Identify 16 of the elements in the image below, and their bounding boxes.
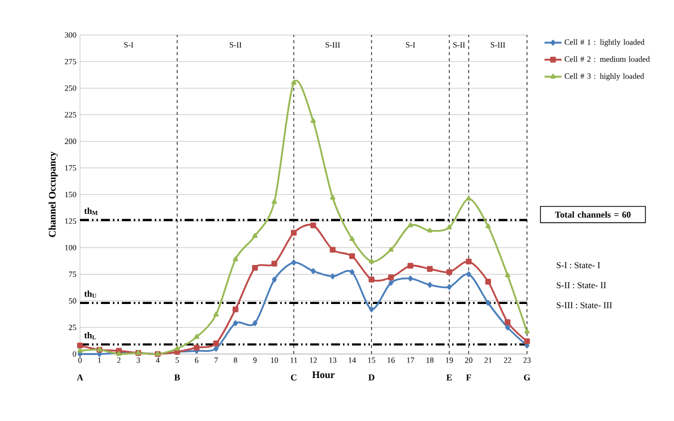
- text: G: [524, 374, 530, 380]
- annotation: A: [76, 374, 84, 380]
- annotation: D: [368, 374, 374, 380]
- text: S-III : State- III: [556, 302, 612, 308]
- annotation: C: [290, 374, 296, 380]
- ref-line-label: th$_{U}$: [84, 290, 96, 298]
- ref-line-label: th$_{M}$: [84, 208, 98, 215]
- annotation: B: [174, 374, 180, 380]
- text: S-II : State- II: [556, 282, 606, 288]
- text: Total channels = 60: [555, 211, 631, 218]
- y-axis-title: Channel Occupancy: [48, 152, 58, 238]
- ref-line-label: th$_{L}$: [84, 332, 96, 340]
- annotation: F: [466, 374, 472, 380]
- annotation: E: [446, 374, 452, 380]
- text: S-I : State- I: [556, 262, 600, 268]
- x-axis-title: Hour: [312, 371, 335, 378]
